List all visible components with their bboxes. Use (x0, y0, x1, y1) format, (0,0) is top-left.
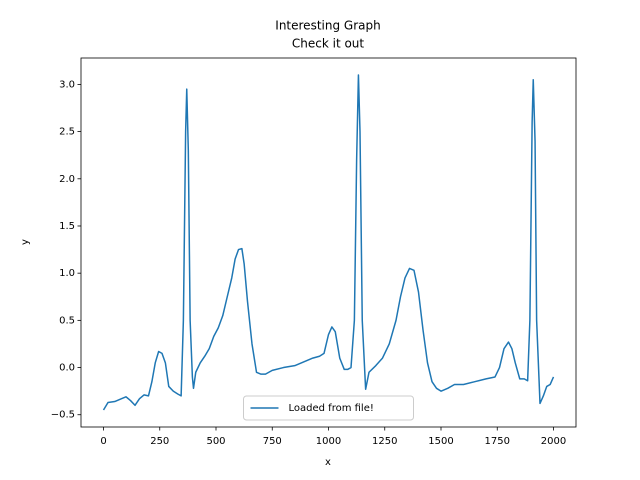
y-tick-label: 1.5 (59, 221, 75, 232)
x-tick-label: 750 (263, 436, 282, 447)
x-tick-label: 250 (150, 436, 169, 447)
y-tick-label: 0.0 (59, 363, 75, 374)
y-axis-label: y (20, 239, 31, 245)
y-tick-label: 3.0 (59, 79, 75, 90)
x-axis-label: x (325, 457, 331, 468)
x-tick-label: 1750 (485, 436, 510, 447)
x-tick-label: 1000 (316, 436, 341, 447)
x-tick-label: 0 (100, 436, 106, 447)
x-tick-label: 1500 (428, 436, 453, 447)
y-tick-label: 0.5 (59, 315, 75, 326)
y-tick-label: −0.5 (51, 410, 75, 421)
legend-label: Loaded from file! (289, 403, 374, 414)
y-tick-label: 2.5 (59, 127, 75, 138)
chart-subtitle: Check it out (292, 37, 365, 51)
y-tick-label: 1.0 (59, 268, 75, 279)
y-tick-label: 2.0 (59, 174, 75, 185)
x-tick-label: 2000 (541, 436, 566, 447)
chart-title: Interesting Graph (275, 19, 380, 33)
plot-frame (80, 57, 577, 428)
legend-box (243, 395, 414, 421)
x-tick-label: 1250 (372, 436, 397, 447)
x-tick-label: 500 (206, 436, 225, 447)
data-line (102, 74, 555, 411)
